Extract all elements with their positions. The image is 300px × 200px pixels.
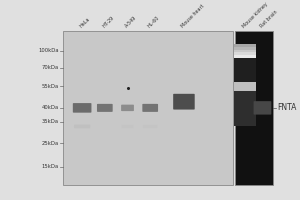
FancyBboxPatch shape [254,101,271,115]
Bar [234,115,256,118]
Text: 70kDa: 70kDa [42,65,59,70]
Text: HeLa: HeLa [79,16,91,29]
Bar [234,102,256,105]
Bar [234,104,256,107]
Bar [235,31,273,185]
Text: 15kDa: 15kDa [42,164,59,169]
Text: Mouse kidney: Mouse kidney [242,1,269,29]
Bar [234,110,256,113]
FancyBboxPatch shape [74,125,90,128]
FancyBboxPatch shape [143,125,158,128]
Bar [234,96,256,99]
Bar [234,66,256,69]
FancyBboxPatch shape [121,105,134,111]
Text: 55kDa: 55kDa [42,84,59,89]
Bar [234,124,256,126]
Bar [234,91,256,94]
Text: Rat brain: Rat brain [259,9,278,29]
Bar [234,88,256,91]
FancyBboxPatch shape [122,125,134,128]
Bar [234,118,256,121]
Bar [234,69,256,72]
FancyBboxPatch shape [73,103,92,113]
FancyBboxPatch shape [234,82,256,91]
Bar [234,47,256,50]
Text: Mouse heart: Mouse heart [180,4,206,29]
Bar [234,107,256,110]
FancyBboxPatch shape [142,104,158,112]
Bar [234,85,256,88]
Bar [234,74,256,77]
Text: 40kDa: 40kDa [42,105,59,110]
Text: 35kDa: 35kDa [42,119,59,124]
Text: FNTA: FNTA [277,103,296,112]
Text: 100kDa: 100kDa [38,48,59,53]
Bar [234,55,256,58]
Bar [234,113,256,116]
Bar [234,52,256,55]
Bar [234,50,256,53]
Bar [234,77,256,80]
Bar [234,99,256,102]
Bar [234,83,256,85]
Bar [234,121,256,124]
FancyBboxPatch shape [173,94,195,110]
Bar [234,61,256,64]
Text: HL-60: HL-60 [147,15,160,29]
Bar [63,31,233,185]
Text: A-549: A-549 [124,15,138,29]
Bar [234,93,256,96]
Bar [234,80,256,83]
Text: HT-29: HT-29 [101,15,115,29]
Bar [234,44,256,47]
FancyBboxPatch shape [97,104,113,112]
Text: 25kDa: 25kDa [42,141,59,146]
Bar [234,58,256,61]
Bar [234,63,256,66]
Bar [234,72,256,75]
